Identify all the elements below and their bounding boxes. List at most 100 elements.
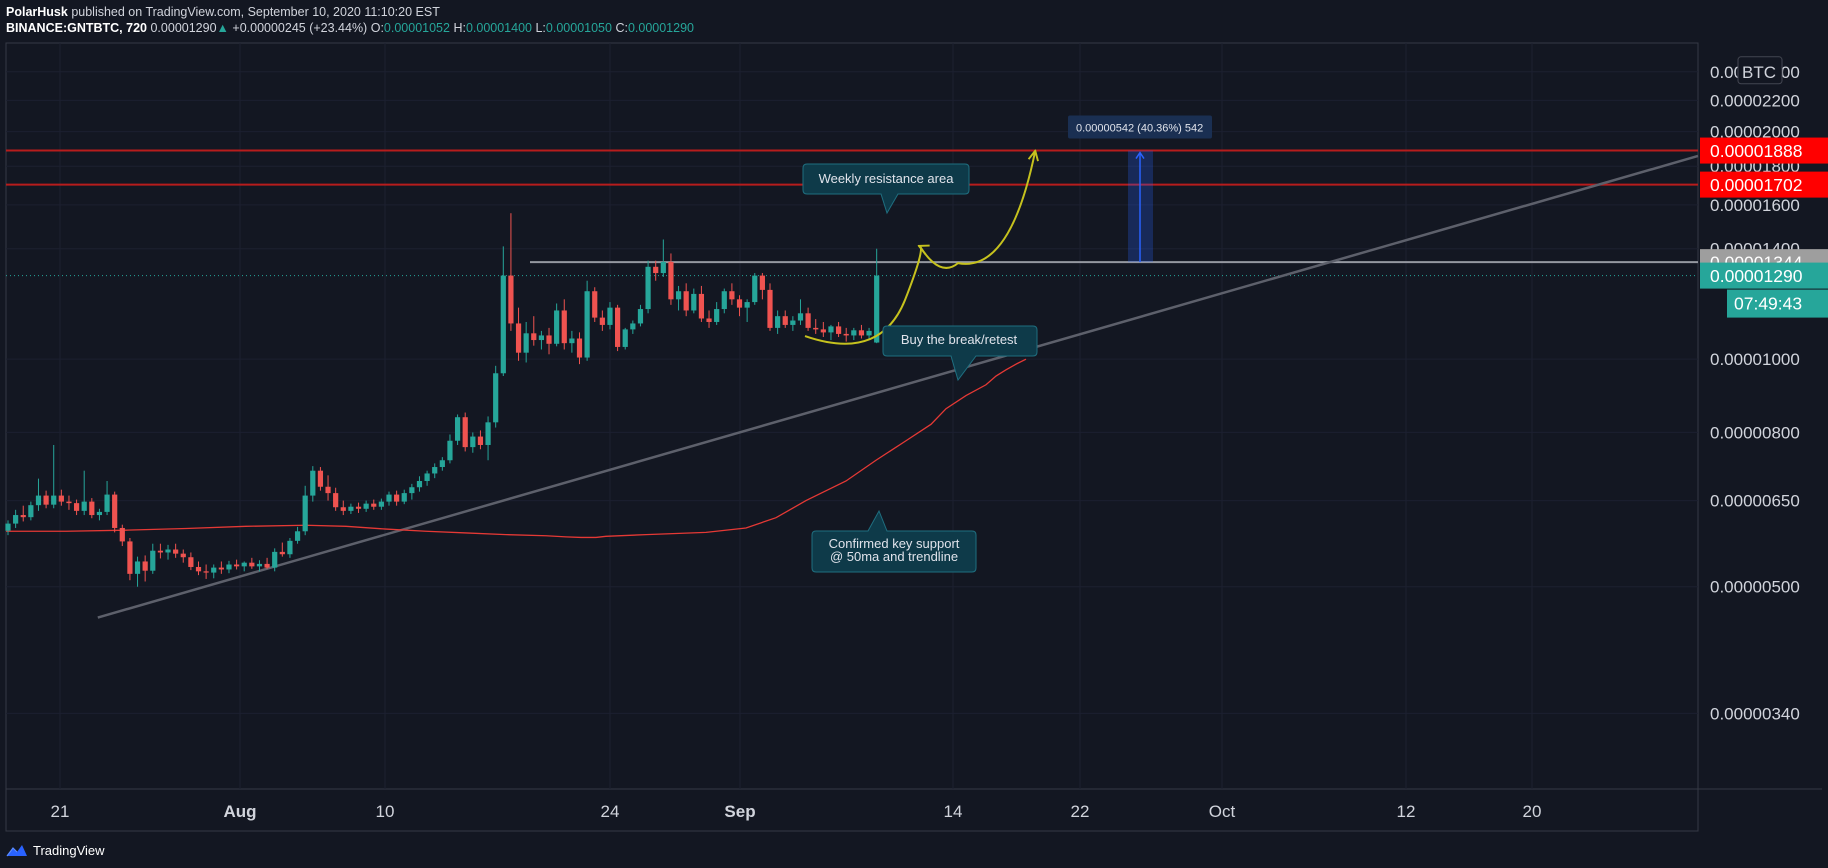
symbol-label[interactable]: BINANCE:GNTBTC, 720 <box>6 21 147 35</box>
candle <box>256 560 263 572</box>
candle <box>73 499 80 516</box>
candle-body <box>363 503 369 509</box>
candle <box>759 273 765 300</box>
time-tick-label: Oct <box>1209 802 1236 821</box>
candle-body <box>264 563 270 568</box>
candle <box>523 321 529 363</box>
candle-body <box>310 470 316 496</box>
candle <box>310 466 316 502</box>
candle <box>752 273 758 305</box>
candle <box>104 480 110 516</box>
time-tick-label: 22 <box>1071 802 1090 821</box>
candle-body <box>454 417 461 441</box>
candle-body <box>241 562 247 567</box>
candle <box>81 470 87 516</box>
candle-body <box>51 495 57 505</box>
candle <box>835 321 842 337</box>
projection-arrow-target <box>919 152 1035 269</box>
price-tick-label: 0.00001000 <box>1710 350 1800 369</box>
close-value: 0.00001290 <box>627 21 694 35</box>
candle <box>866 327 872 341</box>
candle-body <box>546 335 552 344</box>
annotation-key-support-line1: Confirmed key support <box>829 536 960 551</box>
grid-lines <box>6 43 1698 789</box>
candle <box>401 489 407 505</box>
time-axis[interactable]: 21 Aug 10 24 Sep 14 22 Oct 12 20 <box>51 802 1542 821</box>
candle <box>546 327 552 355</box>
candle-body <box>142 561 148 571</box>
author-name[interactable]: PolarHusk <box>6 5 68 19</box>
time-tick-label: 24 <box>601 802 620 821</box>
candle-body <box>20 515 26 518</box>
price-tick-label: 0.00000650 <box>1710 492 1800 511</box>
candle <box>454 414 461 445</box>
time-tick-label: 21 <box>51 802 70 821</box>
low-label: L: <box>535 21 546 35</box>
candle-body <box>508 275 514 324</box>
ascending-trendline <box>97 154 1699 619</box>
candle-body <box>752 275 758 303</box>
candle-body <box>104 494 110 512</box>
drawings-group <box>804 151 1153 345</box>
candle-body <box>500 275 506 374</box>
candle-body <box>302 495 308 532</box>
candle-body <box>317 470 324 487</box>
high-label: H: <box>453 21 466 35</box>
measure-arrow-head-icon <box>1135 151 1145 159</box>
candle <box>203 564 209 579</box>
candle-body <box>523 333 529 353</box>
candle-body <box>485 422 491 445</box>
candle <box>355 502 362 513</box>
time-tick-label: 20 <box>1523 802 1542 821</box>
price-tick-label: 0.00002000 <box>1710 123 1800 142</box>
candle-body <box>561 310 567 344</box>
candle-body <box>66 501 72 504</box>
candle-body <box>134 561 141 574</box>
candle-body <box>843 333 849 336</box>
trendline-group <box>97 154 1699 619</box>
candle <box>234 559 240 570</box>
candle <box>211 564 217 579</box>
footer-brand[interactable]: TradingView <box>6 843 105 858</box>
candle-body <box>858 330 865 336</box>
candle <box>348 503 354 514</box>
candle <box>13 509 19 528</box>
candle-body <box>195 566 202 572</box>
candle-body <box>538 335 544 341</box>
candle-body <box>805 313 811 328</box>
candle-body <box>698 293 705 319</box>
candle <box>386 491 392 506</box>
candle <box>820 321 826 337</box>
time-tick-label: Sep <box>724 802 755 821</box>
resistance-price-label: 0.00001888 <box>1710 141 1802 161</box>
brand-label: TradingView <box>33 843 105 858</box>
annotation-key-support-line2: @ 50ma and trendline <box>830 549 958 564</box>
candle-body <box>325 486 331 494</box>
moving-average-line <box>6 358 1027 539</box>
candle-body <box>287 540 293 555</box>
candle-body <box>127 541 133 574</box>
candle <box>698 285 705 322</box>
candle-body <box>89 501 95 516</box>
candle-body <box>782 316 788 325</box>
candle-body <box>150 550 156 571</box>
candle-body <box>820 329 826 333</box>
moving-average-group <box>6 358 1027 539</box>
candle <box>333 487 339 511</box>
candle <box>531 316 537 346</box>
candle-body <box>592 291 598 318</box>
high-value: 0.00001400 <box>465 21 532 35</box>
candle-body <box>112 494 118 528</box>
candle <box>180 549 186 563</box>
candle-body <box>767 289 773 328</box>
change-arrow-icon: ▲ <box>216 21 229 35</box>
candle-body <box>531 333 537 341</box>
candle-body <box>851 330 857 336</box>
candle <box>851 327 857 341</box>
candle-body <box>439 460 445 468</box>
candle <box>691 288 697 314</box>
countdown-badge <box>1727 289 1828 318</box>
price-axis[interactable]: 0.000024000.000022000.000020000.00001800… <box>1700 56 1828 724</box>
candle <box>28 501 34 521</box>
